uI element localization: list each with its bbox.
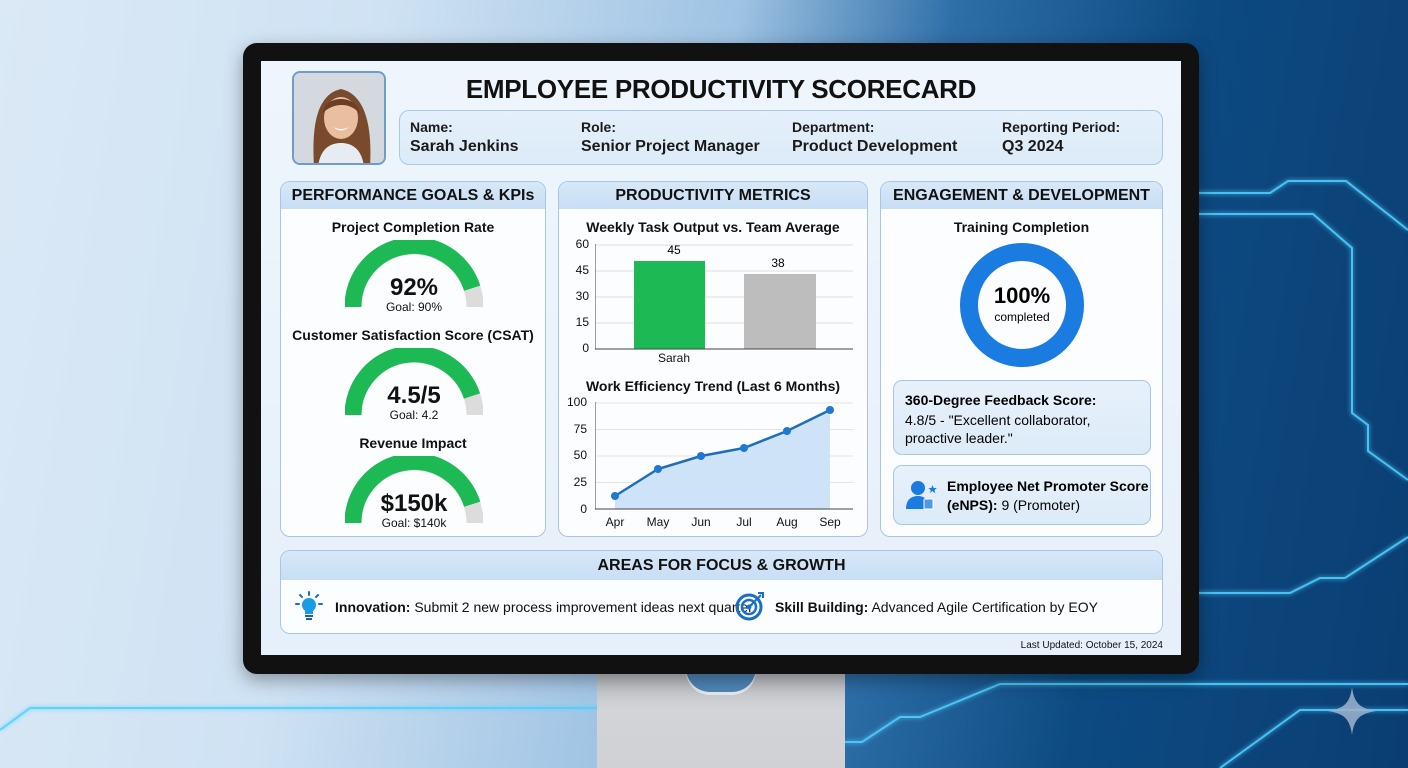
- focus-item-skill-building: Skill Building: Advanced Agile Certifica…: [775, 599, 1098, 615]
- feedback-card: 360-Degree Feedback Score: 4.8/5 - "Exce…: [893, 380, 1151, 455]
- x-tick: May: [646, 515, 670, 529]
- productivity-panel: PRODUCTIVITY METRICS Weekly Task Output …: [558, 181, 868, 537]
- gauge-value: 4.5/5: [387, 382, 441, 409]
- enps-title: Employee Net Promoter Score: [947, 478, 1149, 494]
- bar-chart-title: Weekly Task Output vs. Team Average: [586, 219, 840, 235]
- training-label: Training Completion: [953, 219, 1090, 235]
- gauge-goal: Goal: $140k: [381, 516, 447, 530]
- line-chart-efficiency-trend: [595, 402, 853, 510]
- line-chart-title: Work Efficiency Trend (Last 6 Months): [585, 378, 841, 394]
- enps-card: Employee Net Promoter Score (eNPS): 9 (P…: [893, 465, 1151, 525]
- sparkle-icon: [1327, 687, 1377, 735]
- y-tick: 0: [582, 341, 589, 355]
- page-title: EMPLOYEE PRODUCTIVITY SCORECARD: [465, 74, 977, 104]
- gauge-value: $150k: [380, 490, 448, 517]
- focus-item-innovation: Innovation: Submit 2 new process improve…: [335, 599, 753, 615]
- y-tick: 45: [575, 263, 589, 277]
- panel-title: PRODUCTIVITY METRICS: [559, 182, 867, 209]
- bar-chart-weekly-output: [595, 244, 853, 350]
- y-tick: 15: [575, 315, 589, 329]
- x-tick: Sep: [819, 515, 841, 529]
- x-tick: Aug: [776, 515, 798, 529]
- gauge-csat: [345, 348, 483, 416]
- feedback-text: 4.8/5 - "Excellent collaborator, proacti…: [905, 412, 1091, 446]
- gauge-label: Customer Satisfaction Score (CSAT): [292, 327, 534, 343]
- info-reporting-period: Reporting Period: Q3 2024: [1002, 119, 1121, 155]
- enps-value: 9 (Promoter): [1001, 497, 1081, 513]
- info-department: Department: Product Development: [792, 119, 958, 155]
- focus-panel: AREAS FOR FOCUS & GROWTH Innovation: Sub…: [280, 550, 1163, 634]
- x-tick: Jul: [736, 515, 752, 529]
- y-tick: 50: [573, 448, 587, 462]
- bar-team-average: [744, 274, 816, 349]
- scorecard-screen: EMPLOYEE PRODUCTIVITY SCORECARD Name: Sa…: [261, 61, 1181, 655]
- bar-data-label: 38: [771, 256, 785, 270]
- x-tick: Jun: [691, 515, 711, 529]
- target-icon: [735, 592, 764, 621]
- enps-prefix: (eNPS):: [947, 497, 998, 513]
- y-tick: 60: [575, 237, 589, 251]
- bar-data-label: 45: [667, 243, 681, 257]
- panel-title: AREAS FOR FOCUS & GROWTH: [281, 551, 1162, 580]
- panel-title: PERFORMANCE GOALS & KPIs: [281, 182, 545, 209]
- y-tick: 25: [573, 475, 587, 489]
- gauge-revenue-impact: [345, 456, 483, 524]
- gauge-label: Project Completion Rate: [331, 219, 495, 235]
- y-tick: 0: [580, 502, 587, 516]
- lightbulb-icon: [295, 591, 323, 620]
- gauge-value: 92%: [389, 274, 439, 301]
- avatar-portrait-icon: [294, 73, 384, 163]
- last-updated: Last Updated: October 15, 2024: [1020, 640, 1163, 651]
- training-value: 100%: [993, 283, 1051, 308]
- panel-title: ENGAGEMENT & DEVELOPMENT: [881, 182, 1162, 209]
- bar-sarah: [634, 261, 705, 349]
- training-donut-chart: [960, 243, 1084, 367]
- enps-line: (eNPS): 9 (Promoter): [947, 497, 1080, 513]
- info-role: Role: Senior Project Manager: [581, 119, 760, 155]
- y-tick: 75: [573, 422, 587, 436]
- gauge-goal: Goal: 90%: [385, 300, 443, 314]
- gauge-goal: Goal: 4.2: [389, 408, 439, 422]
- y-tick: 30: [575, 289, 589, 303]
- user-badge-icon: [906, 481, 937, 510]
- feedback-title: 360-Degree Feedback Score:: [905, 392, 1097, 408]
- employee-info-box: Name: Sarah Jenkins Role: Senior Project…: [399, 110, 1163, 165]
- employee-avatar: [292, 71, 386, 165]
- gauge-label: Revenue Impact: [359, 435, 467, 451]
- x-tick: Sarah: [657, 351, 691, 365]
- x-tick: Apr: [605, 515, 625, 529]
- engagement-panel: ENGAGEMENT & DEVELOPMENT Training Comple…: [880, 181, 1163, 537]
- y-tick: 100: [566, 395, 587, 409]
- performance-panel: PERFORMANCE GOALS & KPIs Project Complet…: [280, 181, 546, 537]
- info-name: Name: Sarah Jenkins: [410, 119, 519, 155]
- training-caption: completed: [994, 310, 1050, 324]
- gauge-project-completion: [345, 240, 483, 308]
